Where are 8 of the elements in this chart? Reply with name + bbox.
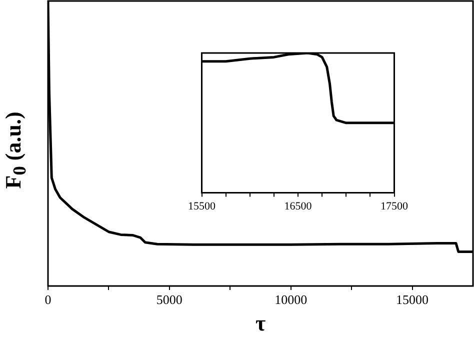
x-tick-label: 10000: [274, 292, 308, 308]
x-tick-label: 5000: [156, 292, 182, 308]
x-tick-label: 17500: [380, 200, 408, 212]
x-tick-label: 0: [44, 292, 52, 308]
x-tick-label: 15000: [396, 292, 429, 308]
x-axis-title: τ: [255, 310, 266, 336]
x-tick-label: 16500: [284, 200, 312, 212]
x-tick-label: 15500: [188, 200, 216, 212]
